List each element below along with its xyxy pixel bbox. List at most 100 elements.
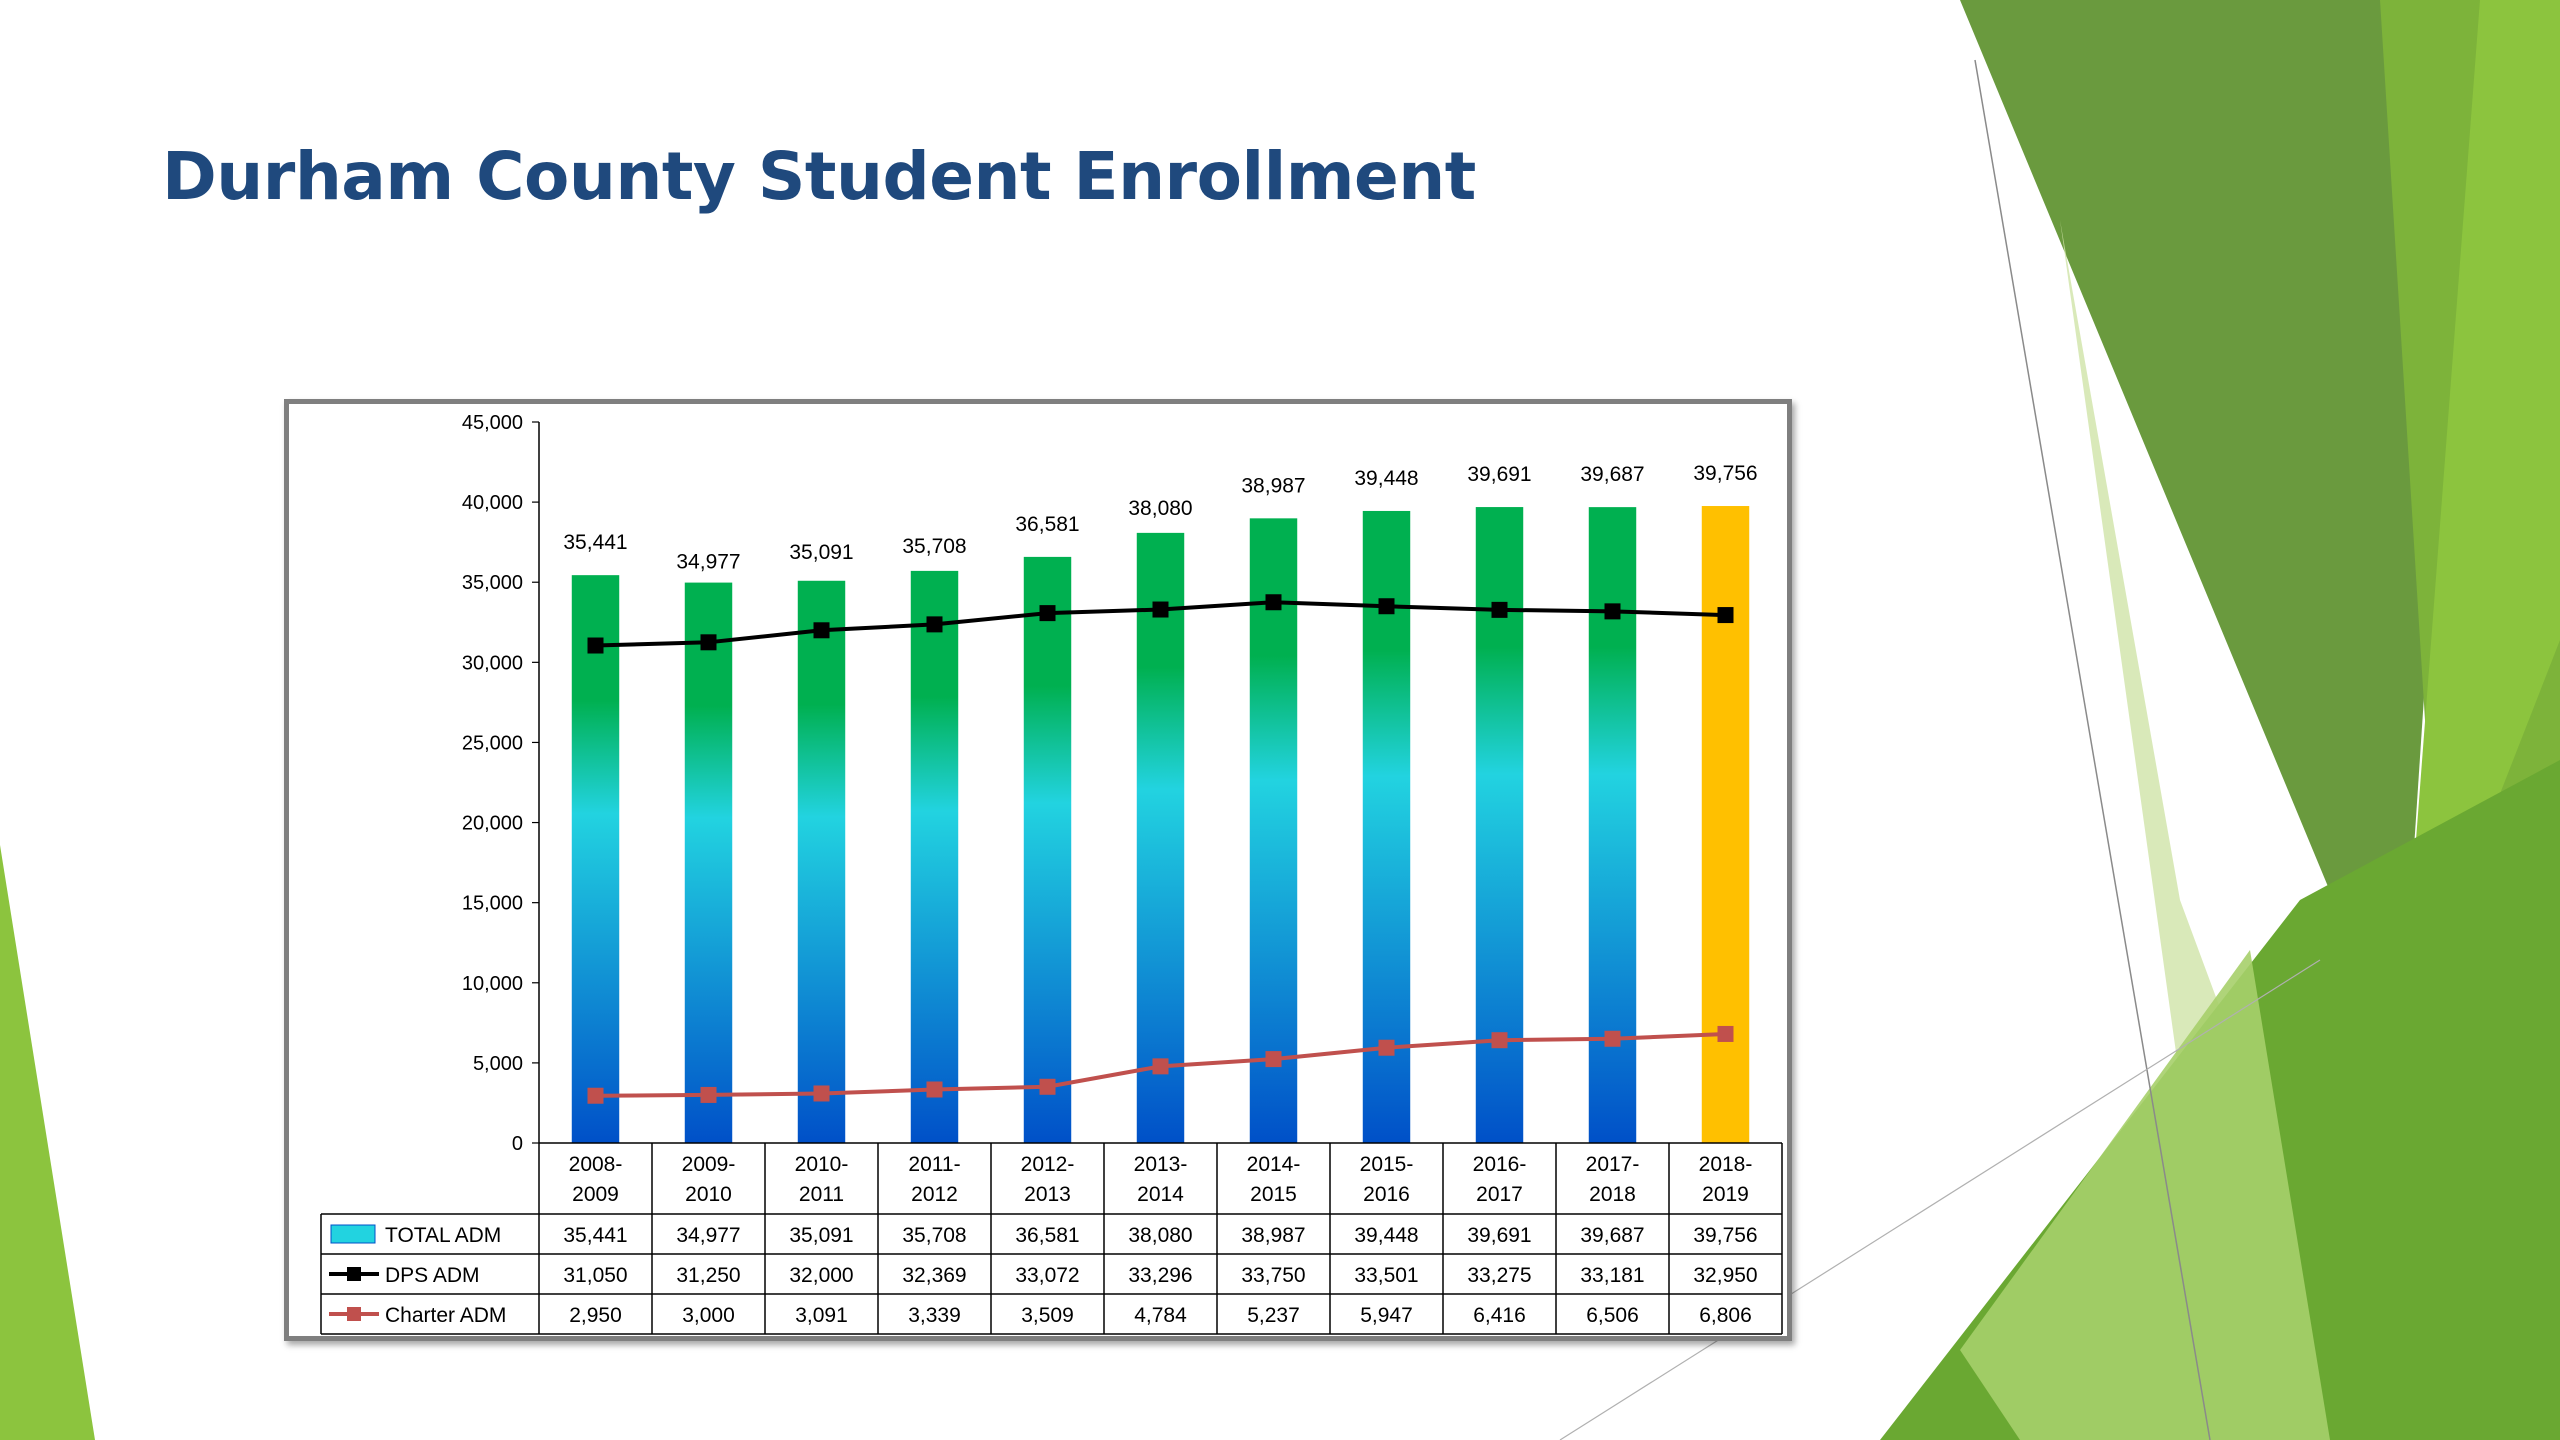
table-value: 3,091 [795, 1304, 848, 1327]
y-tick-label: 35,000 [462, 572, 523, 594]
x-tick-label: 2011 [799, 1183, 844, 1206]
x-tick-label: 2016- [1473, 1153, 1527, 1176]
x-tick-label: 2019 [1702, 1183, 1749, 1206]
table-value: 6,506 [1586, 1304, 1639, 1327]
bar-total-adm [1136, 532, 1185, 1143]
bar-total-adm [1362, 510, 1411, 1143]
table-value: 6,806 [1699, 1304, 1752, 1327]
x-tick-label: 2010 [685, 1183, 732, 1206]
dps-adm-point [700, 634, 717, 651]
y-tick-label: 30,000 [462, 652, 523, 674]
bar-data-label: 39,687 [1580, 463, 1644, 486]
deco-thin-line-2 [1559, 959, 2321, 1440]
table-value: 35,708 [902, 1224, 966, 1247]
x-tick-label: 2012 [911, 1183, 958, 1206]
table-value: 31,250 [676, 1264, 740, 1287]
bar-total-adm [1588, 507, 1637, 1143]
x-tick-label: 2017 [1476, 1183, 1523, 1206]
table-value: 33,296 [1128, 1264, 1192, 1287]
dps-adm-point [1491, 601, 1508, 618]
x-tick-label: 2016 [1363, 1183, 1410, 1206]
x-tick-label: 2018 [1589, 1183, 1636, 1206]
x-tick-label: 2014- [1247, 1153, 1301, 1176]
dps-adm-point [1604, 603, 1621, 620]
x-tick-label: 2015- [1360, 1153, 1414, 1176]
table-value: 36,581 [1015, 1224, 1079, 1247]
charter-adm-point [926, 1081, 943, 1098]
dps-adm-point [1039, 605, 1056, 622]
legend-label: DPS ADM [385, 1264, 480, 1287]
table-value: 2,950 [569, 1304, 622, 1327]
charter-adm-point [813, 1085, 830, 1102]
table-value: 38,080 [1128, 1224, 1192, 1247]
y-tick-label: 20,000 [462, 813, 523, 835]
x-tick-label: 2018- [1699, 1153, 1753, 1176]
x-tick-label: 2013- [1134, 1153, 1188, 1176]
slide-title: Durham County Student Enrollment [162, 138, 1476, 215]
y-tick-label: 10,000 [462, 973, 523, 995]
x-tick-label: 2017- [1586, 1153, 1640, 1176]
dps-adm-point [1378, 598, 1395, 615]
bar-data-label: 36,581 [1015, 513, 1079, 536]
table-value: 6,416 [1473, 1304, 1526, 1327]
table-value: 32,950 [1693, 1264, 1757, 1287]
bar-total-adm [1249, 518, 1298, 1143]
y-tick-label: 25,000 [462, 732, 523, 754]
dps-adm-point [813, 622, 830, 639]
x-tick-label: 2014 [1137, 1183, 1184, 1206]
bar-total-adm [571, 575, 620, 1143]
table-value: 32,369 [902, 1264, 966, 1287]
bar-data-label: 35,441 [563, 531, 627, 554]
dps-adm-point [926, 616, 943, 633]
table-value: 39,687 [1580, 1224, 1644, 1247]
legend-key-marker [347, 1267, 361, 1281]
table-value: 3,000 [682, 1304, 735, 1327]
bar-data-label: 39,448 [1354, 467, 1418, 490]
bar-total-adm [1701, 506, 1750, 1144]
x-tick-label: 2009- [682, 1153, 736, 1176]
table-value: 35,441 [563, 1224, 627, 1247]
bar-data-label: 39,756 [1693, 462, 1757, 485]
bar-total-adm [1023, 556, 1072, 1143]
table-value: 5,947 [1360, 1304, 1413, 1327]
right-green-shard-pale [1960, 950, 2330, 1440]
bar-data-label: 35,091 [789, 541, 853, 564]
table-value: 5,237 [1247, 1304, 1300, 1327]
bar-total-adm [797, 580, 846, 1143]
y-tick-label: 0 [512, 1133, 523, 1155]
x-tick-label: 2011- [908, 1153, 960, 1176]
legend-label: TOTAL ADM [385, 1224, 501, 1247]
right-green-shard-top [2400, 0, 2560, 1050]
table-value: 33,072 [1015, 1264, 1079, 1287]
table-value: 33,275 [1467, 1264, 1531, 1287]
table-value: 34,977 [676, 1224, 740, 1247]
charter-adm-point [1152, 1058, 1169, 1075]
charter-adm-point [1491, 1032, 1508, 1049]
table-value: 32,000 [789, 1264, 853, 1287]
table-value: 38,987 [1241, 1224, 1305, 1247]
charter-adm-point [700, 1086, 717, 1103]
table-value: 3,339 [908, 1304, 961, 1327]
x-tick-label: 2015 [1250, 1183, 1297, 1206]
x-tick-label: 2012- [1021, 1153, 1075, 1176]
bar-data-label: 38,080 [1128, 497, 1192, 520]
y-tick-label: 40,000 [462, 492, 523, 514]
y-tick-label: 15,000 [462, 893, 523, 915]
x-tick-label: 2013 [1024, 1183, 1071, 1206]
charter-adm-point [1378, 1039, 1395, 1056]
enrollment-chart: 0 5,000 10,000 15,000 20,000 25,000 30,000 35,0… [320, 412, 1783, 1335]
y-tick-label: 45,000 [462, 412, 523, 434]
bar-data-label: 35,708 [902, 535, 966, 558]
x-tick-label: 2009 [572, 1183, 619, 1206]
table-value: 39,448 [1354, 1224, 1418, 1247]
table-value: 35,091 [789, 1224, 853, 1247]
bar-total-adm [910, 570, 959, 1143]
dps-adm-point [1265, 594, 1282, 611]
charter-adm-point [1039, 1078, 1056, 1095]
table-value: 4,784 [1134, 1304, 1187, 1327]
bar-data-label: 38,987 [1241, 474, 1305, 497]
left-green-shard [0, 845, 95, 1440]
table-value: 39,691 [1467, 1224, 1531, 1247]
charter-adm-point [1604, 1030, 1621, 1047]
